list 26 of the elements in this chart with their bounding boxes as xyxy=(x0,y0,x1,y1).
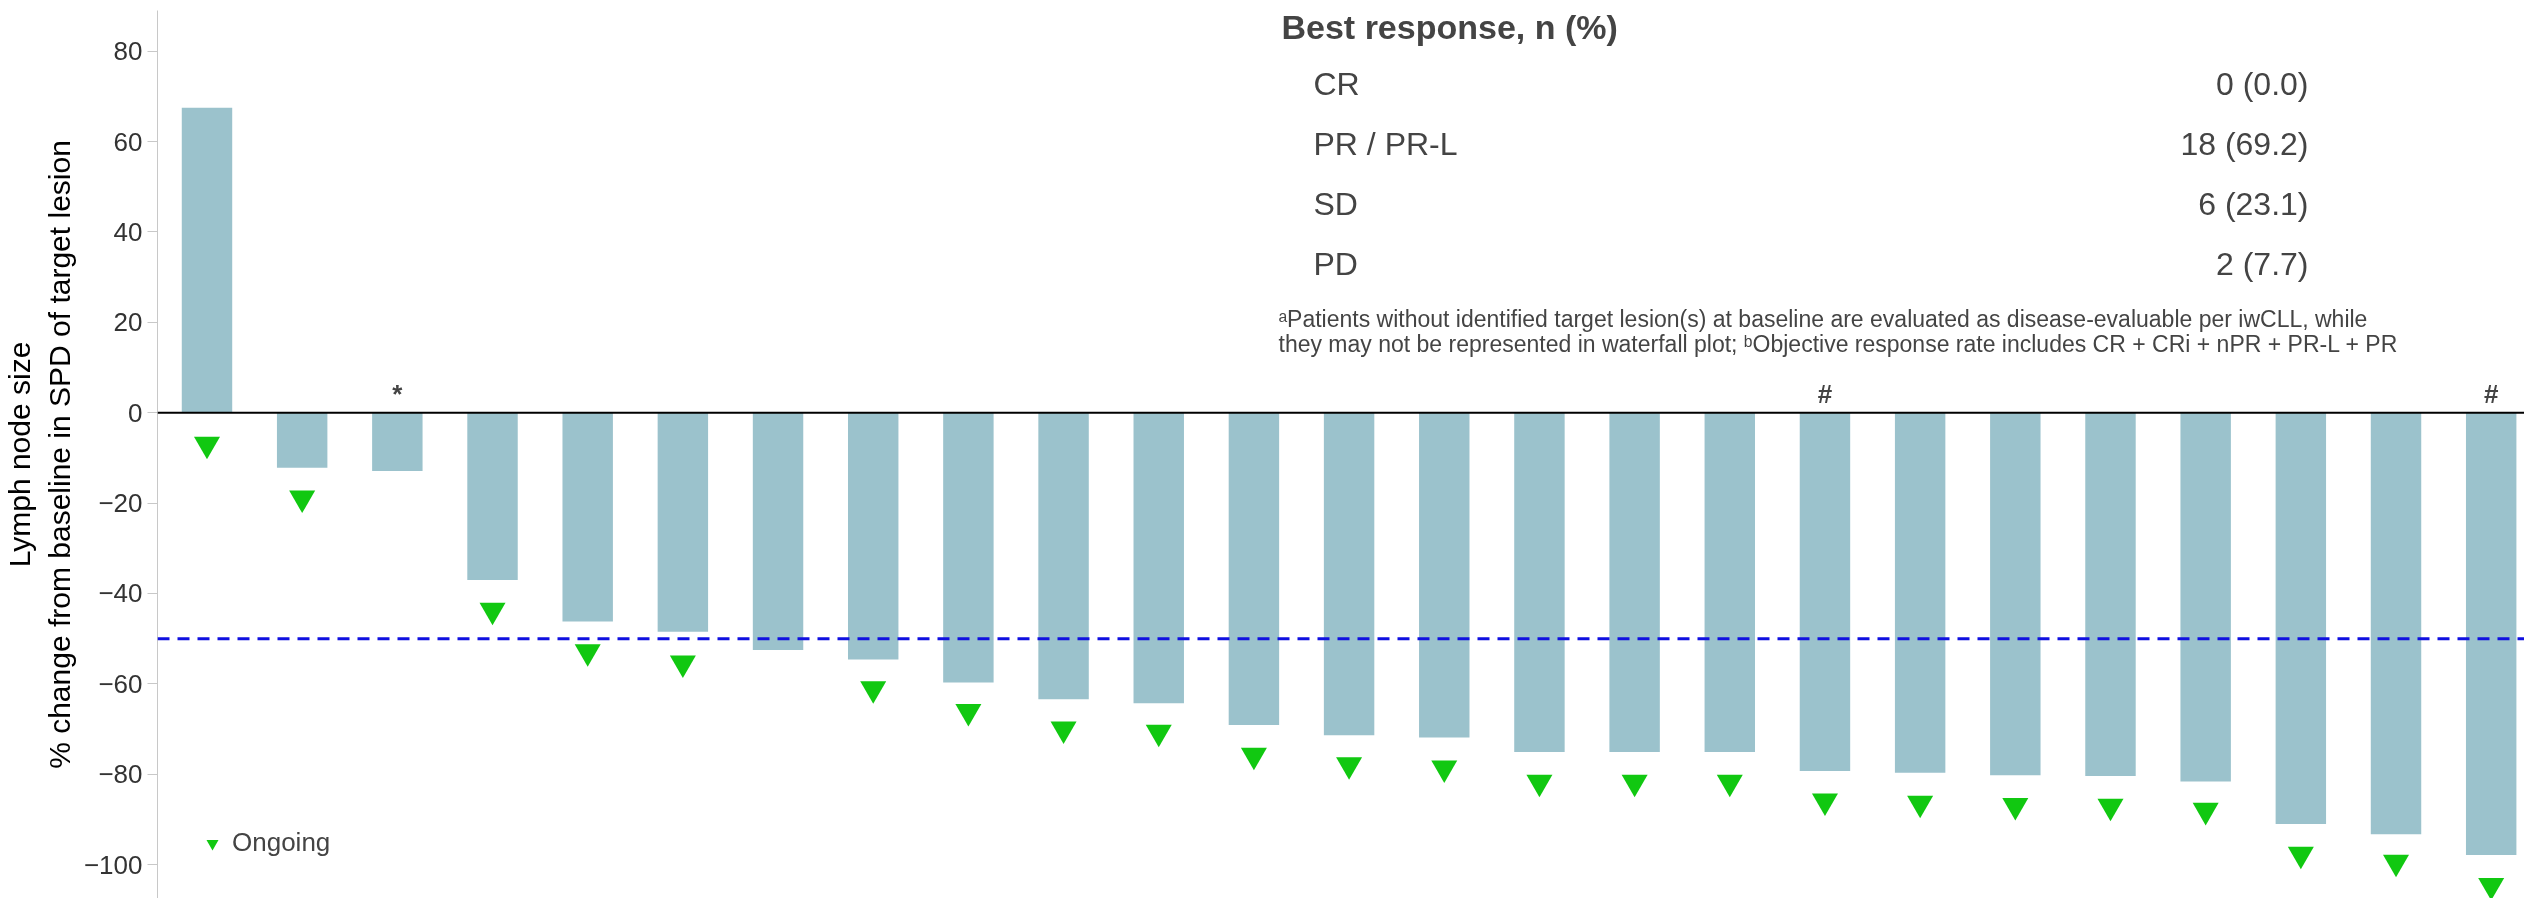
annotation: 2 (7.7) xyxy=(2216,246,2309,283)
y-tick-label: 60 xyxy=(113,126,143,157)
annotation: CR xyxy=(1313,65,1360,102)
y-tick-label: −60 xyxy=(98,668,143,699)
data-label: * xyxy=(392,378,404,409)
annotation: PR / PR-L xyxy=(1313,125,1458,162)
annotation: ᵃPatients without identified target lesion(s) at baseline are evaluated as disease-evaluable per iwCLL, while xyxy=(1278,305,2368,332)
data-label: # xyxy=(1817,378,1833,409)
y-tick-label: −100 xyxy=(83,849,143,880)
annotation: PD xyxy=(1313,246,1358,283)
annotation: Best response, n (%) xyxy=(1281,7,1618,46)
data-label: # xyxy=(2483,378,2499,409)
annotation: they may not be represented in waterfall plot; ᵇObjective response rate includes CR + CRi + nPR + PR-L + PR xyxy=(1278,331,2398,358)
annotation: SD xyxy=(1313,186,1358,223)
legend-label: Ongoing xyxy=(232,827,331,858)
annotation: 6 (23.1) xyxy=(2198,186,2309,223)
y-tick-label: −40 xyxy=(98,578,143,609)
annotation: 0 (0.0) xyxy=(2216,65,2309,102)
y-tick-label: 20 xyxy=(113,307,143,338)
y-tick-label: 0 xyxy=(128,397,143,428)
y-tick-label: 80 xyxy=(113,36,143,67)
y-tick-label: 40 xyxy=(113,216,143,247)
y-tick-label: −20 xyxy=(98,488,143,519)
annotation: 18 (69.2) xyxy=(2180,125,2309,162)
y-axis-title: Lymph node size % change from baseline in SPD of target lesion xyxy=(3,140,76,769)
y-tick-label: −80 xyxy=(98,759,143,790)
